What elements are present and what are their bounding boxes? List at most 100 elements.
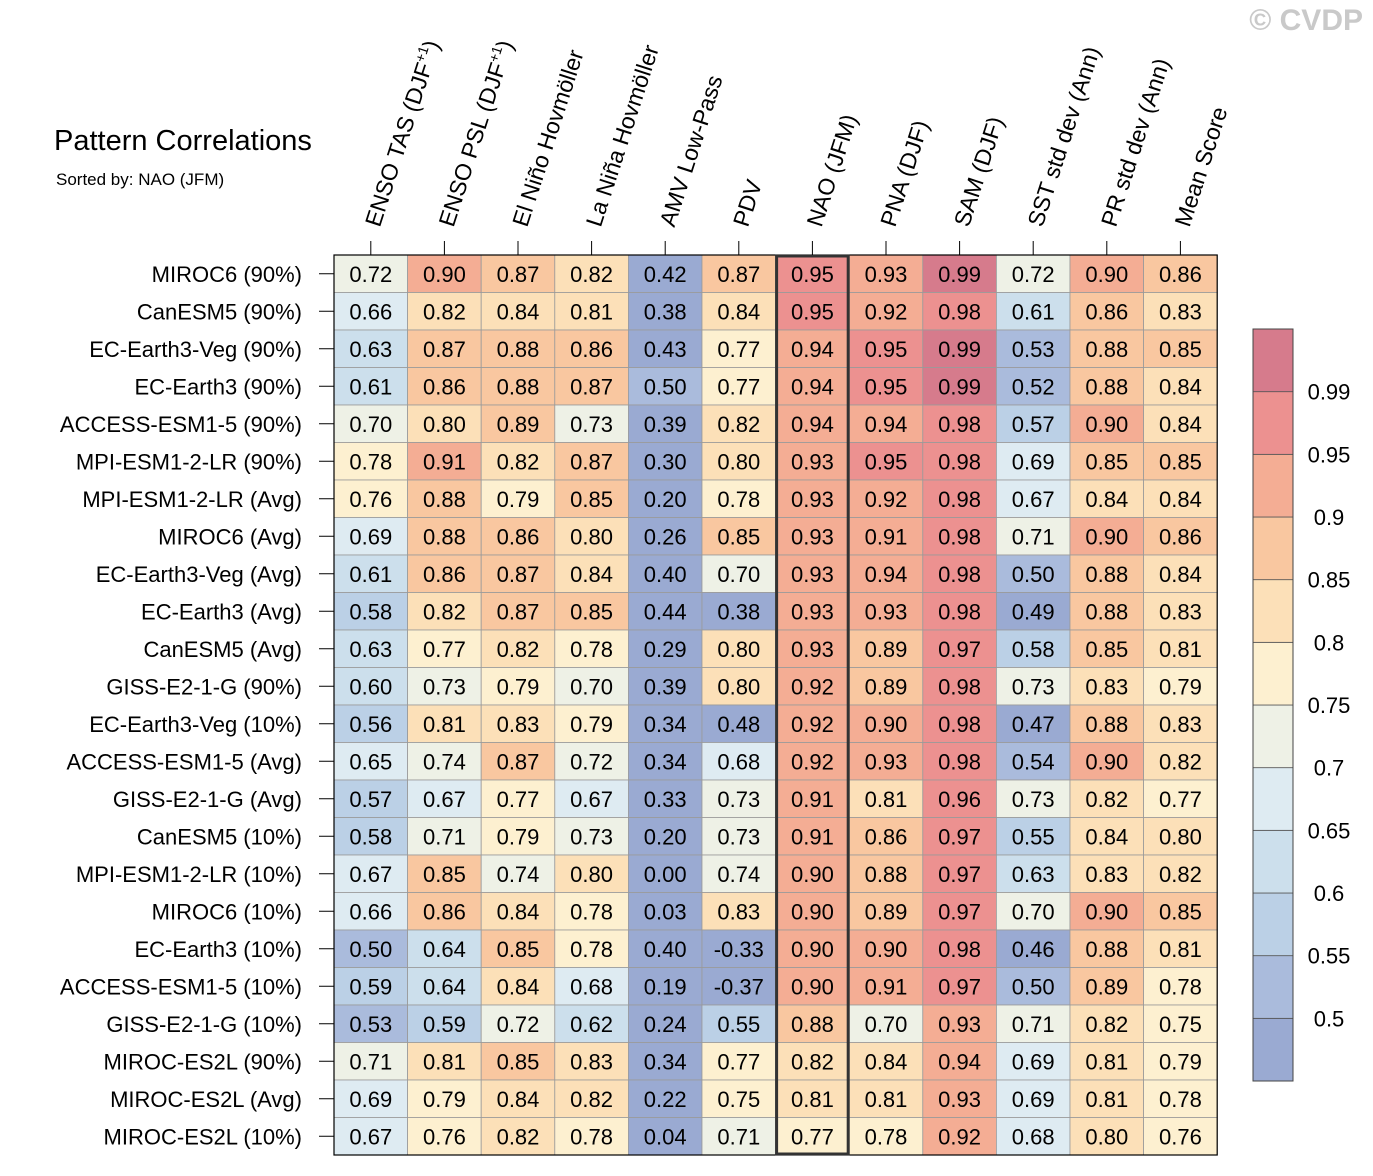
heatmap-cell bbox=[554, 892, 629, 931]
cell-value: 0.88 bbox=[1085, 599, 1128, 624]
cell-value: 0.69 bbox=[1012, 449, 1055, 474]
cell-value: 0.73 bbox=[570, 824, 613, 849]
heatmap-cell bbox=[407, 1117, 482, 1156]
cell-value: 0.95 bbox=[791, 299, 834, 324]
cell-value: 0.70 bbox=[717, 562, 760, 587]
cell-value: 0.69 bbox=[349, 1087, 392, 1112]
heatmap-cell bbox=[701, 892, 776, 931]
cell-value: 0.80 bbox=[717, 637, 760, 662]
cell-value: 0.82 bbox=[497, 1124, 540, 1149]
heatmap-cell bbox=[333, 292, 408, 331]
row-label: GISS-E2-1-G (10%) bbox=[106, 1012, 302, 1037]
cell-value: 0.72 bbox=[497, 1012, 540, 1037]
cell-value: 0.92 bbox=[865, 487, 908, 512]
heatmap-cell bbox=[922, 1004, 997, 1043]
heatmap-cell bbox=[775, 929, 850, 968]
colorbar-label: 0.85 bbox=[1308, 568, 1351, 593]
cell-value: 0.92 bbox=[938, 1124, 981, 1149]
heatmap-cell bbox=[701, 479, 776, 518]
cell-value: 0.98 bbox=[938, 524, 981, 549]
cell-value: 0.84 bbox=[497, 974, 540, 999]
cell-value: 0.71 bbox=[423, 824, 466, 849]
cell-value: 0.82 bbox=[1159, 749, 1202, 774]
cell-value: 0.74 bbox=[717, 862, 760, 887]
heatmap-cell bbox=[1069, 479, 1144, 518]
cell-value: 0.93 bbox=[791, 487, 834, 512]
heatmap-cell bbox=[407, 967, 482, 1006]
cell-value: 0.97 bbox=[938, 974, 981, 999]
cell-value: 0.70 bbox=[349, 412, 392, 437]
cell-value: 0.81 bbox=[423, 1049, 466, 1074]
cell-value: 0.67 bbox=[1012, 487, 1055, 512]
cell-value: 0.74 bbox=[497, 862, 540, 887]
heatmap-cell bbox=[333, 367, 408, 406]
heatmap-cell bbox=[922, 854, 997, 893]
cell-value: 0.80 bbox=[717, 674, 760, 699]
cell-value: 0.85 bbox=[1085, 449, 1128, 474]
cell-value: 0.46 bbox=[1012, 937, 1055, 962]
heatmap-cell bbox=[333, 929, 408, 968]
cell-value: 0.77 bbox=[423, 637, 466, 662]
cell-value: 0.93 bbox=[865, 749, 908, 774]
cell-value: 0.81 bbox=[1085, 1087, 1128, 1112]
heatmap-cell bbox=[701, 1079, 776, 1118]
cell-value: 0.77 bbox=[497, 787, 540, 812]
heatmap-cell bbox=[480, 667, 556, 706]
heatmap-cell bbox=[628, 442, 703, 481]
cell-value: 0.88 bbox=[497, 374, 540, 399]
cell-value: 0.90 bbox=[791, 899, 834, 924]
cell-value: 0.69 bbox=[1012, 1087, 1055, 1112]
heatmap-cell bbox=[480, 742, 556, 781]
heatmap-cell bbox=[996, 854, 1071, 893]
cell-value: 0.40 bbox=[644, 562, 687, 587]
heatmap-cell bbox=[333, 779, 408, 818]
heatmap-cell bbox=[480, 1117, 556, 1156]
cell-value: 0.80 bbox=[717, 449, 760, 474]
heatmap-cell bbox=[701, 817, 776, 856]
heatmap-cell bbox=[1069, 554, 1144, 593]
cell-value: 0.91 bbox=[791, 787, 834, 812]
cell-value: 0.90 bbox=[791, 862, 834, 887]
heatmap-cell bbox=[1143, 967, 1218, 1006]
heatmap-cell bbox=[775, 704, 850, 743]
column-label: ENSO TAS (DJF+1) bbox=[359, 37, 445, 230]
heatmap-cell bbox=[996, 442, 1071, 481]
cell-value: 0.85 bbox=[1159, 449, 1202, 474]
heatmap-cell bbox=[996, 592, 1071, 631]
cell-value: 0.92 bbox=[791, 712, 834, 737]
cell-value: 0.68 bbox=[717, 749, 760, 774]
cell-value: 0.76 bbox=[1159, 1124, 1202, 1149]
cell-value: 0.79 bbox=[497, 824, 540, 849]
cell-value: 0.80 bbox=[1159, 824, 1202, 849]
heatmap-cell bbox=[554, 442, 629, 481]
cell-value: 0.90 bbox=[865, 712, 908, 737]
cell-value: 0.34 bbox=[644, 712, 687, 737]
heatmap-cell bbox=[701, 592, 776, 631]
heatmap-cell bbox=[407, 817, 482, 856]
heatmap-cell bbox=[1069, 1079, 1144, 1118]
cell-value: 0.50 bbox=[349, 937, 392, 962]
heatmap-cell bbox=[333, 1042, 408, 1081]
heatmap-cell bbox=[407, 629, 482, 668]
heatmap-cell bbox=[996, 742, 1071, 781]
cell-value: 0.66 bbox=[349, 899, 392, 924]
heatmap-cell bbox=[628, 1042, 703, 1081]
column-label: Mean Score bbox=[1169, 104, 1232, 230]
cell-value: 0.90 bbox=[1085, 899, 1128, 924]
cell-value: 0.93 bbox=[791, 524, 834, 549]
heatmap-cell bbox=[701, 1117, 776, 1156]
heatmap-cell bbox=[1143, 254, 1218, 293]
heatmap-cell bbox=[775, 742, 850, 781]
heatmap-cell bbox=[1143, 929, 1218, 968]
cell-value: 0.72 bbox=[349, 262, 392, 287]
row-label: MPI-ESM1-2-LR (10%) bbox=[76, 862, 302, 887]
cell-value: 0.88 bbox=[423, 487, 466, 512]
cell-value: 0.58 bbox=[349, 599, 392, 624]
heatmap-cell bbox=[554, 329, 629, 368]
cell-value: 0.53 bbox=[1012, 337, 1055, 362]
cell-value: 0.73 bbox=[717, 787, 760, 812]
cell-value: 0.81 bbox=[791, 1087, 834, 1112]
heatmap-cell bbox=[628, 704, 703, 743]
cell-value: 0.73 bbox=[570, 412, 613, 437]
heatmap-cell bbox=[996, 1004, 1071, 1043]
